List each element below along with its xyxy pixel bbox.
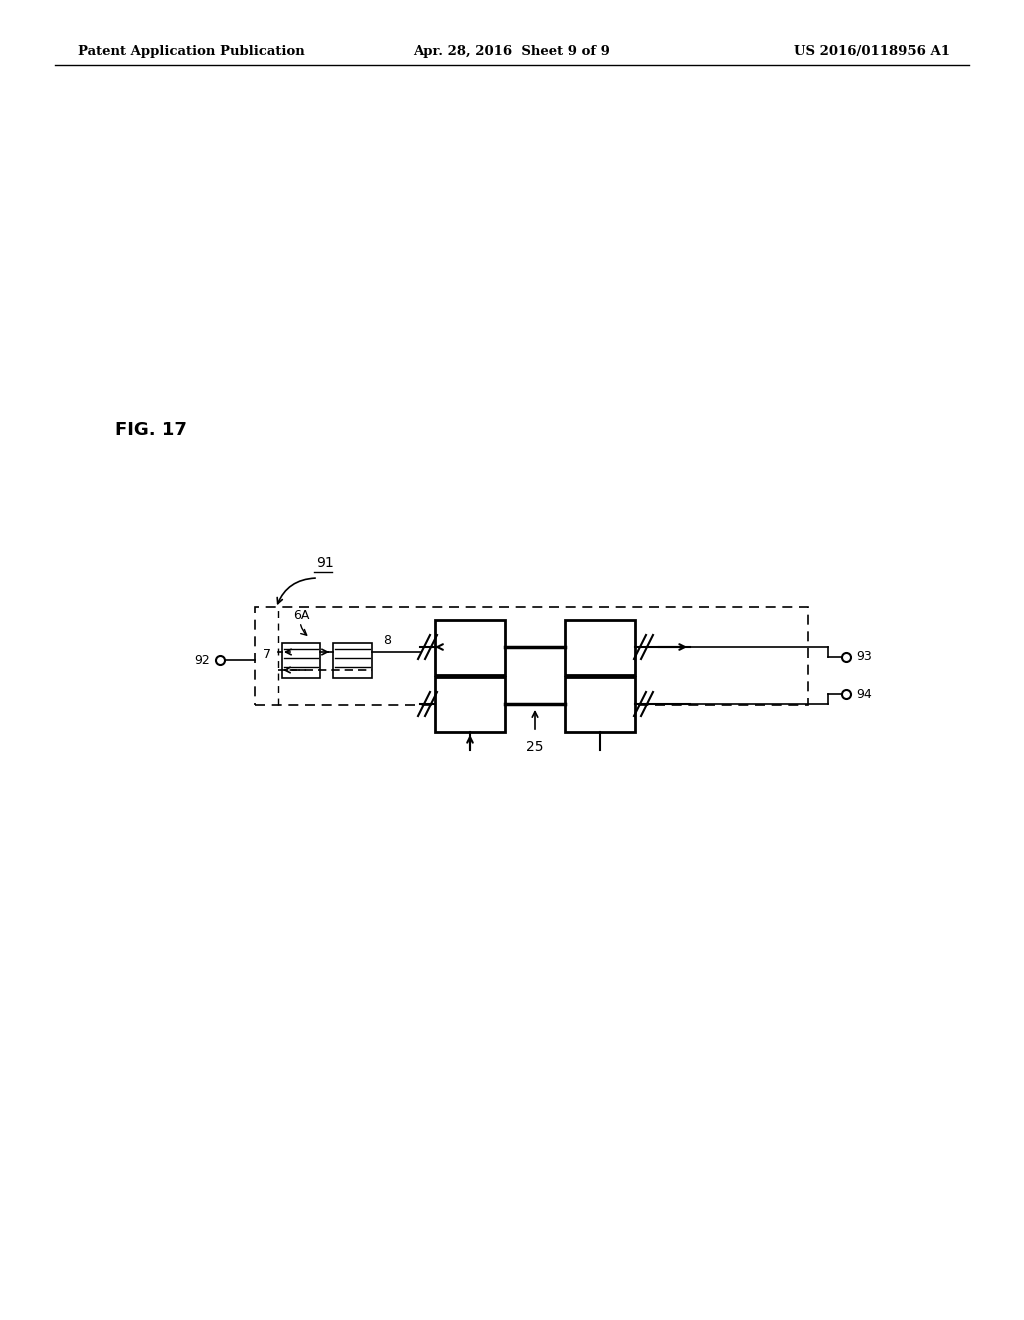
Text: 94: 94: [856, 688, 871, 701]
Text: 25: 25: [526, 741, 544, 754]
Text: Patent Application Publication: Patent Application Publication: [78, 45, 305, 58]
Bar: [435, 620, 505, 675]
Text: 7: 7: [263, 648, 271, 661]
Text: 92: 92: [195, 653, 210, 667]
Text: FIG. 17: FIG. 17: [115, 421, 186, 440]
Bar: [255, 607, 808, 705]
Bar: [282, 643, 319, 678]
Text: 6A: 6A: [293, 609, 309, 622]
Bar: [565, 620, 635, 675]
Bar: [435, 677, 505, 733]
Text: 8: 8: [383, 634, 391, 647]
Text: 93: 93: [856, 651, 871, 664]
Text: 91: 91: [316, 556, 334, 570]
Text: US 2016/0118956 A1: US 2016/0118956 A1: [794, 45, 950, 58]
Bar: [565, 677, 635, 733]
Bar: [333, 643, 372, 678]
Text: Apr. 28, 2016  Sheet 9 of 9: Apr. 28, 2016 Sheet 9 of 9: [414, 45, 610, 58]
